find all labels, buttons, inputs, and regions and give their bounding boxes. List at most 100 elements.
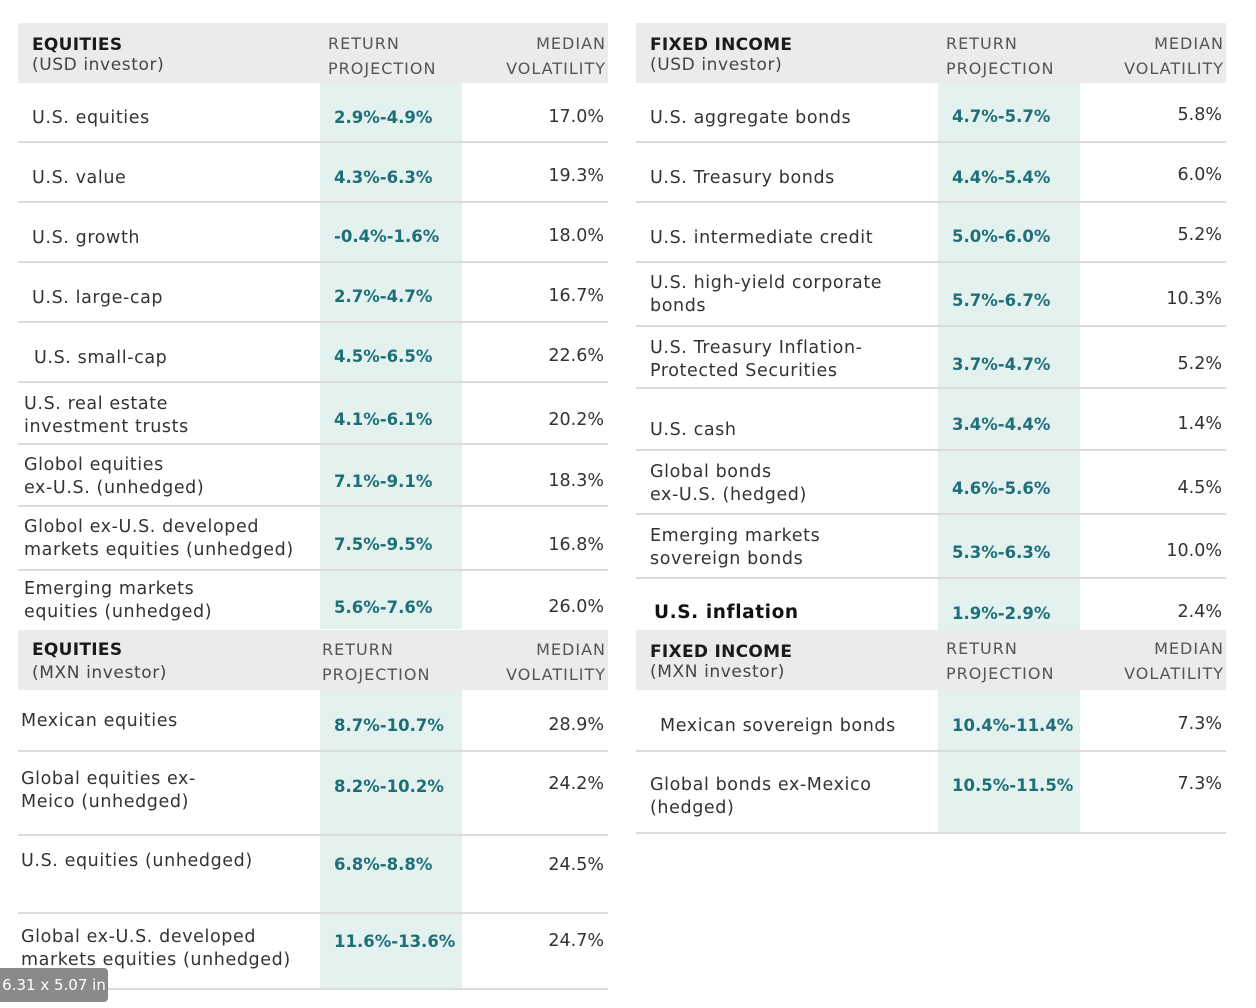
row-label: U.S. equities — [32, 108, 150, 128]
median-volatility-header: MEDIAN VOLATILITY — [1124, 34, 1224, 78]
row-label: U.S. small-cap — [34, 348, 168, 368]
return-projection-value: 5.7%-6.7% — [952, 291, 1051, 310]
table-header: EQUITIES (USD investor) RETURN PROJECTIO… — [18, 23, 608, 83]
row-label: Global bonds ex-Mexico (hedged) — [650, 775, 872, 818]
median-volatility-value: 24.7% — [548, 931, 604, 951]
return-projection-value: 10.5%-11.5% — [952, 776, 1074, 795]
table-row: U.S. equities 2.9%-4.9% 17.0% — [18, 83, 608, 143]
return-projection-highlight — [938, 690, 1080, 834]
table-row: U.S. equities (unhedged) 6.8%-8.8% 24.5% — [18, 836, 608, 914]
return-projection-highlight — [320, 83, 462, 629]
equities-mxn-table: EQUITIES (MXN investor) RETURN PROJECTIO… — [18, 630, 608, 990]
median-volatility-value: 5.8% — [1177, 105, 1222, 125]
return-projection-value: 8.7%-10.7% — [334, 716, 444, 735]
row-label: U.S. high-yield corporate bonds — [650, 273, 883, 316]
table-row: U.S. cash 3.4%-4.4% 1.4% — [636, 389, 1226, 451]
table-row: Emerging markets sovereign bonds 5.3%-6.… — [636, 515, 1226, 579]
return-projection-header: RETURN PROJECTION — [322, 640, 431, 684]
table-subtitle: (USD investor) — [32, 55, 165, 75]
table-subtitle: (MXN investor) — [32, 663, 168, 683]
table-title: FIXED INCOME — [650, 642, 793, 662]
median-volatility-value: 18.0% — [548, 226, 604, 246]
median-volatility-value: 16.7% — [548, 286, 604, 306]
return-projection-value: 5.6%-7.6% — [334, 598, 433, 617]
return-projection-value: 4.7%-5.7% — [952, 107, 1051, 126]
table-row: U.S. Treasury bonds 4.4%-5.4% 6.0% — [636, 143, 1226, 203]
row-label: U.S. Treasury bonds — [650, 168, 835, 188]
table-row: U.S. intermediate credit 5.0%-6.0% 5.2% — [636, 203, 1226, 263]
return-projection-highlight — [938, 83, 1080, 637]
median-volatility-value: 24.5% — [548, 855, 604, 875]
median-volatility-value: 1.4% — [1177, 414, 1222, 434]
row-label: U.S. intermediate credit — [650, 228, 874, 248]
median-volatility-value: 5.2% — [1177, 225, 1222, 245]
row-label: U.S. real estate investment trusts — [24, 394, 189, 437]
median-volatility-value: 17.0% — [548, 107, 604, 127]
return-projection-value: 6.8%-8.8% — [334, 855, 433, 874]
row-label: U.S. growth — [32, 228, 141, 248]
median-volatility-value: 7.3% — [1177, 774, 1222, 794]
return-projection-value: 4.4%-5.4% — [952, 168, 1051, 187]
fixed-income-mxn-table: FIXED INCOME (MXN investor) RETURN PROJE… — [636, 630, 1226, 834]
median-volatility-value: 10.3% — [1166, 289, 1222, 309]
table-row: U.S. aggregate bonds 4.7%-5.7% 5.8% — [636, 83, 1226, 143]
return-projection-value: 3.4%-4.4% — [952, 415, 1051, 434]
median-volatility-value: 19.3% — [548, 166, 604, 186]
table-row: U.S. growth -0.4%-1.6% 18.0% — [18, 203, 608, 263]
row-label: Emerging markets equities (unhedged) — [24, 579, 213, 622]
return-projection-highlight — [320, 690, 462, 990]
table-row: Mexican equities 8.7%-10.7% 28.9% — [18, 690, 608, 752]
return-projection-value: 7.5%-9.5% — [334, 535, 433, 554]
median-volatility-value: 22.6% — [548, 346, 604, 366]
median-volatility-value: 16.8% — [548, 535, 604, 555]
row-label: U.S. aggregate bonds — [650, 108, 852, 128]
table-title: EQUITIES — [32, 35, 123, 55]
return-projection-value: 4.6%-5.6% — [952, 479, 1051, 498]
table-row: Global ex-U.S. developed markets equitie… — [18, 914, 608, 990]
table-row: Global bonds ex-U.S. (hedged) 4.6%-5.6% … — [636, 451, 1226, 515]
median-volatility-value: 6.0% — [1177, 165, 1222, 185]
table-row: U.S. real estate investment trusts 4.1%-… — [18, 383, 608, 445]
row-label: Global equities ex- Meico (unhedged) — [21, 769, 196, 812]
median-volatility-value: 10.0% — [1166, 541, 1222, 561]
table-row: Global equities ex- Meico (unhedged) 8.2… — [18, 752, 608, 836]
equities-usd-table: EQUITIES (USD investor) RETURN PROJECTIO… — [18, 23, 608, 629]
row-label: Emerging markets sovereign bonds — [650, 526, 821, 569]
return-projection-value: 8.2%-10.2% — [334, 777, 444, 796]
table-header: EQUITIES (MXN investor) RETURN PROJECTIO… — [18, 630, 608, 690]
return-projection-value: 1.9%-2.9% — [952, 604, 1051, 623]
median-volatility-value: 24.2% — [548, 774, 604, 794]
return-projection-header: RETURN PROJECTION — [946, 639, 1055, 683]
table-row: Globol equities ex-U.S. (unhedged) 7.1%-… — [18, 445, 608, 507]
row-label: Global ex-U.S. developed markets equitie… — [21, 927, 291, 970]
table-subtitle: (MXN investor) — [650, 662, 786, 682]
median-volatility-value: 4.5% — [1177, 478, 1222, 498]
return-projection-value: 3.7%-4.7% — [952, 355, 1051, 374]
return-projection-value: 10.4%-11.4% — [952, 716, 1074, 735]
table-title: EQUITIES — [32, 640, 123, 660]
median-volatility-header: MEDIAN VOLATILITY — [506, 640, 606, 684]
median-volatility-value: 28.9% — [548, 715, 604, 735]
table-header: FIXED INCOME (USD investor) RETURN PROJE… — [636, 23, 1226, 83]
row-label: U.S. cash — [650, 420, 737, 440]
return-projection-value: 2.9%-4.9% — [334, 108, 433, 127]
fixed-income-usd-table: FIXED INCOME (USD investor) RETURN PROJE… — [636, 23, 1226, 637]
median-volatility-value: 2.4% — [1177, 602, 1222, 622]
return-projection-value: 11.6%-13.6% — [334, 932, 456, 951]
median-volatility-header: MEDIAN VOLATILITY — [1124, 639, 1224, 683]
row-label: Globol ex-U.S. developed markets equitie… — [24, 517, 294, 560]
return-projection-header: RETURN PROJECTION — [946, 34, 1055, 78]
table-row: U.S. large-cap 2.7%-4.7% 16.7% — [18, 263, 608, 323]
median-volatility-value: 18.3% — [548, 471, 604, 491]
table-row: U.S. value 4.3%-6.3% 19.3% — [18, 143, 608, 203]
median-volatility-header: MEDIAN VOLATILITY — [506, 34, 606, 78]
median-volatility-value: 26.0% — [548, 597, 604, 617]
return-projection-value: 2.7%-4.7% — [334, 287, 433, 306]
return-projection-value: 7.1%-9.1% — [334, 472, 433, 491]
row-label: U.S. large-cap — [32, 288, 164, 308]
median-volatility-value: 5.2% — [1177, 354, 1222, 374]
table-title: FIXED INCOME — [650, 35, 793, 55]
row-label: Global bonds ex-U.S. (hedged) — [650, 462, 807, 505]
median-volatility-value: 7.3% — [1177, 714, 1222, 734]
table-subtitle: (USD investor) — [650, 55, 783, 75]
